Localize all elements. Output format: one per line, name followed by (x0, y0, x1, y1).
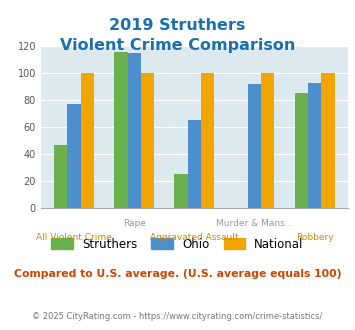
Legend: Struthers, Ohio, National: Struthers, Ohio, National (47, 233, 308, 255)
Text: 2019 Struthers: 2019 Struthers (109, 18, 246, 33)
Bar (81, 73, 94, 208)
Bar (127, 53, 141, 208)
Bar (188, 120, 201, 208)
Bar (321, 73, 335, 208)
Bar (67, 104, 81, 208)
Bar (54, 145, 67, 208)
Bar (141, 73, 154, 208)
Bar (261, 73, 274, 208)
Text: Robbery: Robbery (296, 233, 334, 242)
Bar (175, 174, 188, 208)
Text: Rape: Rape (123, 219, 146, 228)
Bar (295, 93, 308, 208)
Bar (114, 51, 127, 208)
Text: Violent Crime Comparison: Violent Crime Comparison (60, 38, 295, 53)
Text: Aggravated Assault: Aggravated Assault (150, 233, 239, 242)
Text: Murder & Mans...: Murder & Mans... (216, 219, 293, 228)
Bar (201, 73, 214, 208)
Text: Compared to U.S. average. (U.S. average equals 100): Compared to U.S. average. (U.S. average … (14, 269, 341, 279)
Bar (308, 82, 321, 208)
Bar (248, 84, 261, 208)
Text: © 2025 CityRating.com - https://www.cityrating.com/crime-statistics/: © 2025 CityRating.com - https://www.city… (32, 312, 323, 321)
Text: All Violent Crime: All Violent Crime (36, 233, 112, 242)
